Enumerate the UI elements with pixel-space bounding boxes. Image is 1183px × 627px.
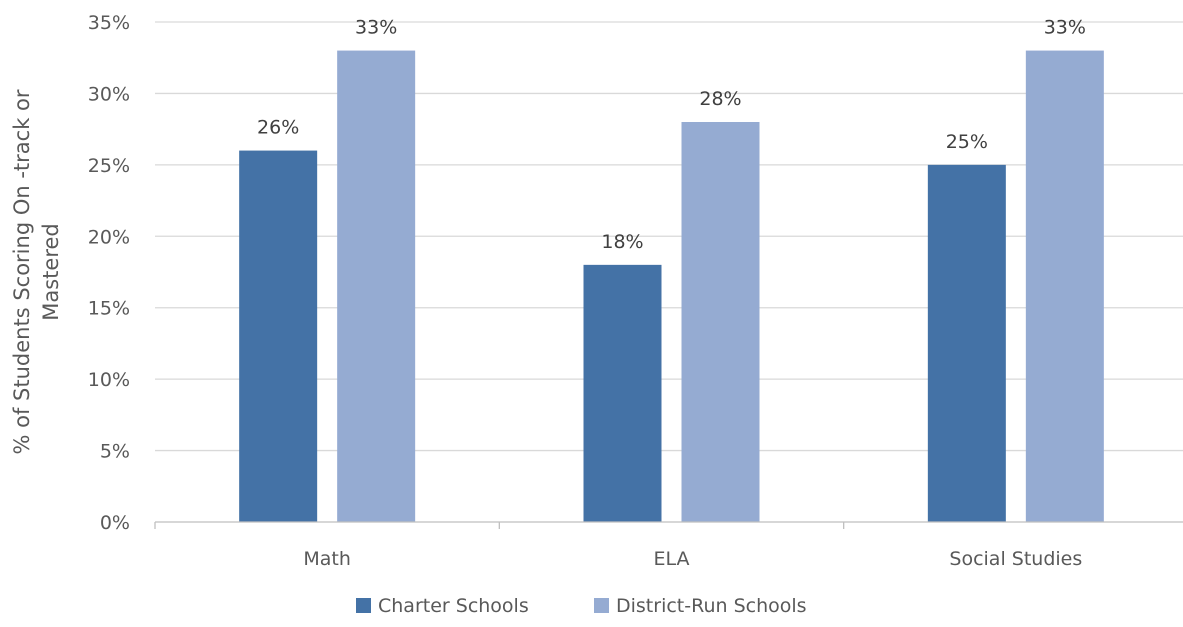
y-axis-tick-labels: 0% 5% 10% 15% 20% 25% 30% 35% <box>88 12 130 534</box>
bar-charter-schools-math <box>239 150 318 523</box>
data-label: 33% <box>355 17 397 39</box>
y-tick-label: 0% <box>100 512 130 534</box>
gridlines <box>155 21 1183 452</box>
y-axis-label-line: Mastered <box>39 223 63 321</box>
y-tick-label: 5% <box>100 441 130 463</box>
bar-district-run-schools-social-studies <box>1025 50 1104 522</box>
y-axis-label-line: % of Students Scoring On -track or <box>10 89 34 454</box>
bar-charter-schools-ela <box>583 264 662 522</box>
bar-district-run-schools-ela <box>681 122 760 522</box>
x-category-label: Math <box>303 548 351 570</box>
x-category-label: ELA <box>653 548 689 570</box>
legend-label: Charter Schools <box>378 595 529 617</box>
data-label: 26% <box>257 117 299 139</box>
data-label: 25% <box>946 131 988 153</box>
legend-swatch <box>356 598 371 613</box>
data-label: 33% <box>1044 17 1086 39</box>
y-tick-label: 15% <box>88 298 130 320</box>
legend: Charter Schools District-Run Schools <box>356 595 807 617</box>
x-axis-category-labels: Math ELA Social Studies <box>303 548 1082 570</box>
y-tick-label: 20% <box>88 226 130 248</box>
data-label: 18% <box>601 231 643 253</box>
bar-district-run-schools-math <box>337 50 416 522</box>
data-labels: 26% 33% 18% 28% 25% 33% <box>257 17 1086 253</box>
data-label: 28% <box>699 88 741 110</box>
y-tick-label: 35% <box>88 12 130 34</box>
legend-swatch <box>594 598 609 613</box>
bars <box>239 50 1104 523</box>
y-axis-title: % of Students Scoring On -track or Master… <box>10 89 63 454</box>
legend-label: District-Run Schools <box>616 595 807 617</box>
bar-charter-schools-social-studies <box>927 164 1006 522</box>
y-axis-label: % of Students Scoring On -track or Master… <box>10 89 63 454</box>
y-tick-label: 30% <box>88 83 130 105</box>
y-tick-label: 10% <box>88 369 130 391</box>
x-category-label: Social Studies <box>949 548 1082 570</box>
y-tick-label: 25% <box>88 155 130 177</box>
x-axis <box>154 521 1183 529</box>
